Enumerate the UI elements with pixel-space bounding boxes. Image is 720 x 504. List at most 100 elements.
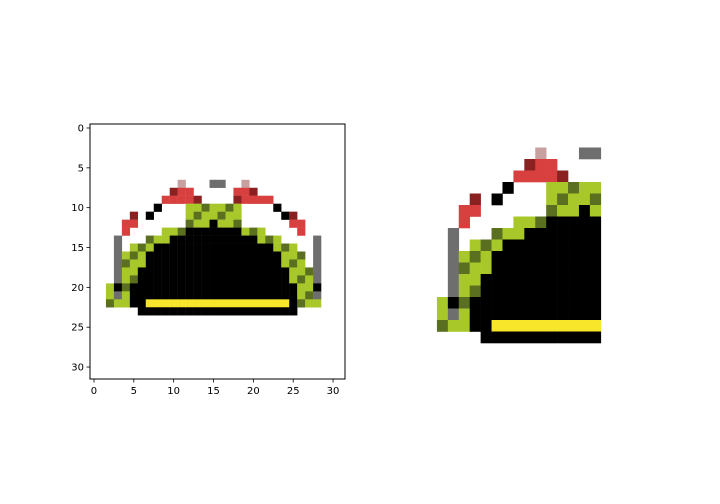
image-pixel	[129, 275, 139, 284]
cropped-image-pixel	[578, 205, 591, 217]
image-pixel	[129, 283, 139, 292]
image-pixel	[145, 275, 154, 284]
image-pixel	[113, 299, 123, 308]
image-pixel	[209, 299, 218, 308]
image-pixel	[265, 275, 274, 284]
cropped-image-pixel	[578, 251, 591, 263]
image-pixel	[193, 227, 202, 236]
cropped-image-pixel	[469, 285, 481, 298]
image-pixel	[233, 267, 242, 276]
image-pixel	[201, 275, 210, 284]
image-pixel	[225, 275, 234, 284]
cropped-image-pixel	[546, 205, 558, 217]
image-pixel	[137, 275, 146, 284]
image-pixel	[217, 203, 226, 212]
image-pixel	[121, 259, 131, 268]
image-pixel	[241, 283, 250, 292]
cropped-image-pixel	[589, 262, 602, 275]
image-pixel	[121, 251, 131, 260]
image-pixel	[161, 195, 170, 204]
image-pixel	[289, 299, 298, 308]
image-pixel	[201, 267, 210, 276]
image-pixel	[225, 259, 234, 268]
cropped-image-pixel	[568, 239, 580, 252]
image-pixel	[233, 203, 242, 212]
cropped-image-pixel	[568, 274, 580, 286]
image-pixel	[129, 299, 139, 308]
image-pixel	[305, 299, 314, 308]
cropped-image-pixel	[557, 297, 569, 309]
cropped-image-pixel	[546, 308, 558, 321]
image-pixel	[233, 275, 242, 284]
image-pixel	[217, 243, 226, 252]
image-pixel	[169, 299, 178, 308]
cropped-image-pixel	[480, 262, 492, 275]
cropped-image-pixel	[535, 251, 547, 263]
y-tick-label: 30	[71, 363, 84, 374]
image-pixel	[313, 243, 322, 252]
image-pixel	[313, 267, 322, 276]
image-pixel	[145, 291, 154, 300]
image-pixel	[185, 227, 194, 236]
image-pixel	[241, 243, 250, 252]
image-pixel	[113, 267, 123, 276]
image-pixel	[185, 299, 194, 308]
cropped-image-pixel	[535, 262, 547, 275]
cropped-image-pixel	[546, 251, 558, 263]
cropped-image-pixel	[513, 228, 525, 240]
cropped-image-pixel	[557, 308, 569, 321]
cropped-image-pixel	[458, 308, 470, 321]
cropped-image-pixel	[546, 262, 558, 275]
image-pixel	[209, 259, 218, 268]
cropped-image-pixel	[502, 274, 514, 286]
image-pixel	[161, 243, 170, 252]
image-pixel	[169, 267, 178, 276]
cropped-image-pixel	[578, 239, 591, 252]
cropped-image-pixel	[458, 320, 470, 332]
cropped-image-pixel	[546, 228, 558, 240]
image-pixel	[161, 251, 170, 260]
cropped-image-pixel	[546, 239, 558, 252]
image-pixel	[281, 283, 290, 292]
cropped-image-pixel	[524, 262, 536, 275]
image-pixel	[305, 275, 314, 284]
image-pixel	[313, 283, 322, 292]
cropped-image-pixel	[535, 308, 547, 321]
image-pixel	[281, 299, 290, 308]
image-pixel	[129, 267, 139, 276]
image-pixel	[297, 275, 306, 284]
image-pixel	[281, 267, 290, 276]
image-pixel	[313, 275, 322, 284]
cropped-image-pixel	[502, 228, 514, 240]
image-pixel	[113, 275, 123, 284]
image-pixel	[249, 299, 258, 308]
cropped-image-pixel	[469, 251, 481, 263]
image-pixel	[121, 219, 131, 228]
cropped-image-pixel	[589, 228, 602, 240]
image-pixel	[145, 243, 154, 252]
cropped-image-pixel	[589, 147, 602, 160]
cropped-image-pixel	[480, 251, 492, 263]
image-pixel	[177, 283, 186, 292]
cropped-image-pixel	[480, 239, 492, 252]
cropped-image-pixel	[546, 320, 558, 332]
image-pixel	[233, 251, 242, 260]
image-pixel	[313, 251, 322, 260]
image-pixel	[289, 251, 298, 260]
cropped-image-pixel	[568, 331, 580, 344]
cropped-image-pixel	[524, 285, 536, 298]
cropped-image-pixel	[513, 297, 525, 309]
image-pixel	[193, 243, 202, 252]
image-pixel	[161, 291, 170, 300]
image-pixel	[121, 267, 131, 276]
image-pixel	[129, 291, 139, 300]
cropped-image-pixel	[535, 147, 547, 160]
image-pixel	[281, 251, 290, 260]
image-pixel	[313, 259, 322, 268]
cropped-image-pixel	[469, 297, 481, 309]
image-pixel	[153, 259, 162, 268]
cropped-image-pixel	[546, 297, 558, 309]
cropped-image-pixel	[578, 193, 591, 206]
image-pixel	[225, 299, 234, 308]
